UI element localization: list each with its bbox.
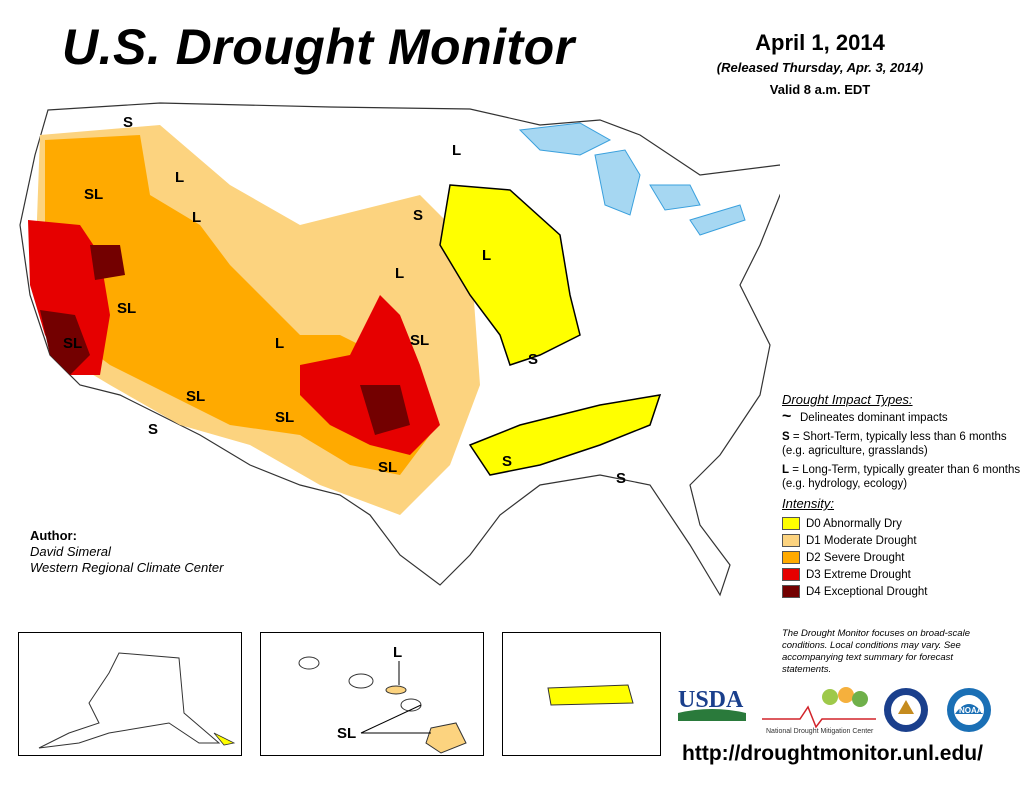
hawaii-map: L SL (298, 644, 467, 754)
label-l-id2: L (192, 209, 201, 226)
svg-text:National Drought Mitigation Ce: National Drought Mitigation Center (766, 728, 874, 735)
d0-area-se (468, 394, 662, 476)
alaska-map (38, 652, 236, 749)
map-date: April 1, 2014 (755, 30, 885, 55)
map-title: U.S. Drought Monitor (62, 19, 575, 75)
legend-short-term-key: S (782, 431, 790, 443)
label-sl-nv: SL (117, 300, 136, 317)
noaa-logo[interactable]: NOAA (945, 686, 993, 734)
d0-swatch (782, 517, 800, 530)
intensity-row-d2: D2 Severe Drought (782, 549, 1022, 566)
hawaii-inset: L SL (260, 632, 484, 756)
conus-drought-map: S L SL L L S L L SL SL L SL S SL S SL SL… (19, 102, 780, 597)
label-s-mo: S (528, 351, 538, 368)
intensity-label-d1: D1 Moderate Drought (806, 534, 917, 547)
label-s-ar: S (502, 453, 512, 470)
d1-swatch (782, 534, 800, 547)
d4-area-ca (40, 310, 90, 375)
d0-area-midwest (439, 184, 581, 366)
d2-swatch (782, 551, 800, 564)
author-name: David Simeral (30, 544, 111, 559)
valid-time: Valid 8 a.m. EDT (769, 82, 871, 97)
label-l-id: L (175, 169, 184, 186)
intensity-label-d4: D4 Exceptional Drought (806, 585, 928, 598)
legend-short-term-row: S = Short-Term, typically less than 6 mo… (782, 430, 1022, 458)
alaska-inset (18, 632, 242, 756)
author-label: Author: (30, 528, 77, 543)
intensity-label-d3: D3 Extreme Drought (806, 568, 911, 581)
intensity-heading: Intensity: (782, 496, 835, 511)
label-s-pnw: S (123, 114, 133, 131)
delineation-line-icon: ~ (782, 408, 792, 425)
author-org: Western Regional Climate Center (30, 560, 224, 575)
label-l-co: L (275, 335, 284, 352)
d4-swatch (782, 585, 800, 598)
puerto-rico-map (547, 684, 634, 706)
usda-logo[interactable]: USDA (676, 685, 748, 725)
intensity-row-d1: D1 Moderate Drought (782, 532, 1022, 549)
label-sl-tx: SL (378, 459, 397, 476)
label-sl-ca: SL (63, 335, 82, 352)
intensity-row-d4: D4 Exceptional Drought (782, 583, 1022, 600)
label-s-az: S (148, 421, 158, 438)
disclaimer-note: The Drought Monitor focuses on broad-sca… (782, 628, 970, 675)
intensity-label-d0: D0 Abnormally Dry (806, 517, 902, 530)
impact-heading: Drought Impact Types: (782, 392, 913, 407)
commerce-seal-logo[interactable] (882, 686, 930, 734)
legend-delineates-row: ~ Delineates dominant impacts (782, 408, 1022, 425)
legend: Drought Impact Types: ~ Delineates domin… (782, 392, 1022, 600)
intensity-label-d2: D2 Severe Drought (806, 551, 905, 564)
label-l-nd: L (452, 142, 461, 159)
hawaii-label-l: L (393, 644, 402, 661)
legend-long-term-row: L = Long-Term, typically greater than 6 … (782, 463, 1022, 491)
intensity-row-d0: D0 Abnormally Dry (782, 515, 1022, 532)
d4-area-nv (90, 245, 125, 280)
great-lakes (518, 122, 746, 236)
label-sl-az: SL (186, 388, 205, 405)
label-s-ga: S (616, 470, 626, 487)
ndmc-logo[interactable]: National Drought Mitigation Center (760, 685, 878, 737)
hawaii-label-sl: SL (337, 725, 356, 742)
legend-long-term-text: = Long-Term, typically greater than 6 mo… (782, 464, 1021, 490)
label-l-ia: L (482, 247, 491, 264)
author-block: Author: David Simeral Western Regional C… (30, 528, 223, 576)
drought-monitor-url[interactable]: http://droughtmonitor.unl.edu/ (682, 742, 983, 765)
label-l-ne: L (395, 265, 404, 282)
release-date: (Released Thursday, Apr. 3, 2014) (716, 60, 924, 75)
label-s-sd: S (413, 207, 423, 224)
label-sl-ks: SL (410, 332, 429, 349)
puerto-rico-inset (502, 632, 661, 756)
intensity-row-d3: D3 Extreme Drought (782, 566, 1022, 583)
legend-short-term-text: = Short-Term, typically less than 6 mont… (782, 431, 1007, 457)
legend-delineates: Delineates dominant impacts (800, 412, 948, 424)
d4-area-tx (360, 385, 410, 435)
label-sl-nm: SL (275, 409, 294, 426)
svg-text:USDA: USDA (678, 687, 744, 713)
legend-long-term-key: L (782, 464, 790, 476)
svg-text:NOAA: NOAA (959, 706, 983, 715)
d3-swatch (782, 568, 800, 581)
label-sl-or: SL (84, 186, 103, 203)
